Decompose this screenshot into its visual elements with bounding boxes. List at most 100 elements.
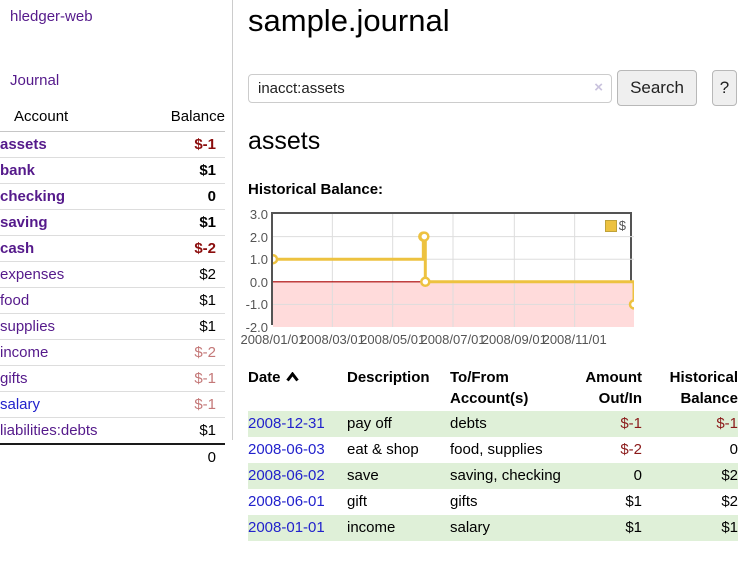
x-axis-tick-label: 2008/05/01 — [360, 332, 426, 347]
transaction-balance: $1 — [721, 519, 738, 536]
description-column-header: Description — [347, 369, 430, 386]
sidebar-item-journal[interactable]: Journal — [10, 72, 60, 89]
transaction-accounts: gifts — [450, 493, 478, 510]
account-column-header: Account — [0, 104, 145, 132]
transaction-description: pay off — [347, 415, 392, 432]
account-balance: $-1 — [144, 131, 225, 158]
transaction-date-link[interactable]: 2008-12-31 — [248, 415, 325, 432]
transaction-balance: $2 — [721, 493, 738, 510]
transaction-amount: $1 — [625, 519, 642, 536]
register-table: Date Description To/From Account(s) Amou… — [248, 365, 738, 541]
account-heading: assets — [248, 127, 321, 155]
account-link-saving[interactable]: saving — [0, 214, 48, 231]
sort-ascending-icon — [285, 371, 299, 382]
account-balance: $2 — [144, 261, 225, 288]
account-link-food[interactable]: food — [0, 292, 30, 309]
search-box: × — [248, 73, 612, 103]
account-link-liabilities-debts[interactable]: liabilities:debts — [0, 422, 98, 439]
accounts-column-header: To/From Account(s) — [450, 369, 529, 407]
account-row: gifts $-1 — [0, 365, 225, 392]
transaction-balance: 0 — [729, 441, 738, 458]
date-column-header[interactable]: Date — [248, 365, 347, 411]
transaction-description: save — [347, 467, 379, 484]
account-balance: $1 — [144, 417, 225, 445]
search-form: × Search ? — [248, 70, 738, 106]
account-row: food $1 — [0, 287, 225, 314]
account-row: salary $-1 — [0, 391, 225, 418]
chart-title: Historical Balance: — [248, 181, 384, 198]
balance-column-header: Balance — [144, 104, 225, 132]
account-row: bank $1 — [0, 157, 225, 184]
y-axis-tick-label: 2.0 — [249, 229, 268, 245]
account-link-cash[interactable]: cash — [0, 240, 35, 257]
transaction-description: eat & shop — [347, 441, 419, 458]
account-row: checking 0 — [0, 183, 225, 210]
historical-balance-chart: $ 3.0 2.0 1.0 0.0 -1.0 -2.0 2008/01/01 2008/03/… — [240, 205, 738, 347]
clear-search-icon[interactable]: × — [594, 78, 603, 96]
account-balance: $1 — [144, 313, 225, 340]
register-row: 2008-06-02 save saving, checking 0 $2 — [248, 463, 738, 489]
account-link-gifts[interactable]: gifts — [0, 370, 28, 387]
account-row: assets $-1 — [0, 131, 225, 158]
balance-column-header: Historical Balance — [669, 369, 738, 407]
accounts-total-value: 0 — [207, 449, 216, 466]
account-row: saving $1 — [0, 209, 225, 236]
account-link-assets[interactable]: assets — [0, 136, 47, 153]
account-balance: $-1 — [144, 365, 225, 392]
main-content: sample.journal × Search ? assets Histori… — [240, 0, 738, 541]
account-row: liabilities:debts $1 — [0, 417, 225, 445]
register-row: 2008-01-01 income salary $1 $1 — [248, 515, 738, 541]
transaction-amount: $1 — [625, 493, 642, 510]
register-header-row: Date Description To/From Account(s) Amou… — [248, 365, 738, 411]
register-row: 2008-06-03 eat & shop food, supplies $-2… — [248, 437, 738, 463]
account-row: supplies $1 — [0, 313, 225, 340]
x-axis-tick-label: 2008/01/01 — [240, 332, 306, 347]
account-link-income[interactable]: income — [0, 344, 49, 361]
accounts-total-row: 0 — [0, 444, 225, 470]
y-axis-tick-label: 3.0 — [249, 207, 268, 222]
transaction-balance: $-1 — [716, 415, 738, 432]
x-axis-tick-label: 2008/09/01 — [481, 332, 547, 347]
account-row: cash $-2 — [0, 235, 225, 262]
legend-swatch — [604, 219, 617, 232]
transaction-amount: 0 — [633, 467, 642, 484]
transaction-accounts: saving, checking — [450, 467, 561, 484]
account-balance: 0 — [144, 183, 225, 210]
page-title: sample.journal — [248, 3, 450, 38]
chart-legend: $ — [604, 218, 626, 233]
transaction-amount: $-1 — [620, 415, 642, 432]
transaction-description: gift — [347, 493, 368, 510]
legend-label: $ — [618, 218, 626, 233]
x-axis-tick-label: 2008/11/01 — [542, 332, 607, 347]
account-link-salary[interactable]: salary — [0, 396, 41, 413]
account-balance: $1 — [144, 209, 225, 236]
account-balance: $-1 — [144, 391, 225, 418]
account-link-checking[interactable]: checking — [0, 188, 66, 205]
account-balance: $-2 — [144, 339, 225, 366]
chart-plot-area: $ — [271, 212, 634, 327]
y-axis-tick-label: -1.0 — [245, 297, 268, 313]
transaction-accounts: debts — [450, 415, 487, 432]
search-button[interactable]: Search — [617, 70, 697, 106]
transaction-accounts: food, supplies — [450, 441, 543, 458]
account-row: expenses $2 — [0, 261, 225, 288]
transaction-date-link[interactable]: 2008-06-03 — [248, 441, 325, 458]
transaction-description: income — [347, 519, 396, 536]
account-tree-table: Account Balance assets $-1 bank $1 check… — [0, 104, 225, 470]
account-balance: $1 — [144, 157, 225, 184]
search-input[interactable] — [248, 73, 612, 103]
account-link-supplies[interactable]: supplies — [0, 318, 56, 335]
account-balance: $1 — [144, 287, 225, 314]
transaction-date-link[interactable]: 2008-01-01 — [248, 519, 325, 536]
y-axis-tick-label: 1.0 — [249, 252, 268, 268]
account-row: income $-2 — [0, 339, 225, 366]
transaction-date-link[interactable]: 2008-06-01 — [248, 493, 325, 510]
y-axis-tick-label: 0.0 — [249, 274, 268, 290]
help-button[interactable]: ? — [712, 70, 737, 106]
account-link-bank[interactable]: bank — [0, 162, 36, 179]
account-balance: $-2 — [144, 235, 225, 262]
transaction-accounts: salary — [450, 519, 491, 536]
brand-link[interactable]: hledger-web — [10, 8, 93, 25]
account-link-expenses[interactable]: expenses — [0, 266, 65, 283]
transaction-date-link[interactable]: 2008-06-02 — [248, 467, 325, 484]
